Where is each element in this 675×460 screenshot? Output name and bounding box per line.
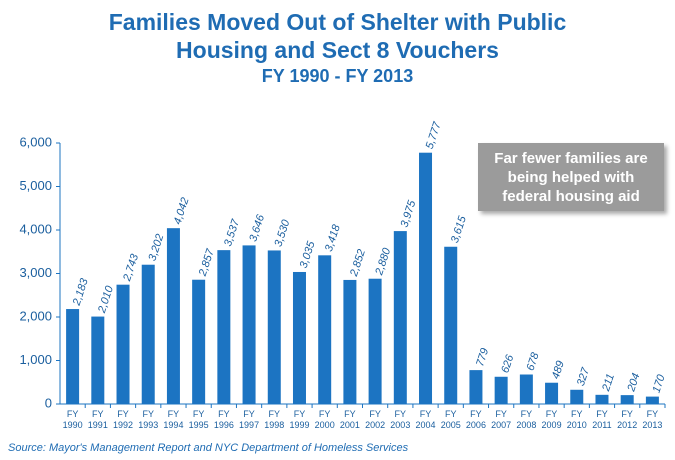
x-tick-label: FY 2010 [566,409,587,430]
bar [343,279,357,404]
x-tick-label: FY 2013 [642,409,663,430]
bar [444,246,458,404]
value-label: 2,852 [348,248,368,279]
x-tick-label: FY 1994 [163,409,184,430]
value-label: 4,042 [172,196,192,226]
value-label: 3,530 [272,218,292,249]
bar [217,250,231,404]
value-label: 779 [474,347,491,368]
bar [419,152,433,404]
x-tick-label: FY 1993 [138,409,159,430]
bar [166,228,180,404]
value-label: 211 [600,372,617,393]
y-tick-label: 4,000 [19,221,52,236]
x-tick-label: FY 2005 [440,409,461,430]
bar [519,374,533,404]
bar [292,271,306,404]
annotation: Far fewer families are being helped with… [478,143,664,211]
bar [267,250,281,404]
bar [318,255,332,404]
value-label: 3,202 [146,233,166,263]
chart-subtitle: FY 1990 - FY 2013 [261,66,414,86]
x-tick-label: FY 1998 [264,409,285,430]
x-tick-label: FY 1999 [289,409,310,430]
y-tick-label: 0 [45,395,52,410]
x-tick-label: FY 2012 [617,409,638,430]
bar [116,284,130,404]
y-tick-label: 6,000 [19,134,52,149]
value-label: 2,743 [121,252,142,284]
bar [545,382,559,404]
value-label: 3,975 [399,198,419,229]
value-label: 678 [525,350,542,372]
bar [91,316,105,404]
x-tick-label: FY 1996 [213,409,234,430]
value-label: 3,646 [247,212,267,243]
y-tick-label: 2,000 [19,308,52,323]
value-label: 327 [575,366,592,388]
value-label: 5,777 [424,120,444,151]
source: Source: Mayor's Management Report and NY… [8,442,409,454]
bar [66,309,80,404]
x-tick-label: FY 2006 [465,409,486,430]
y-tick-label: 5,000 [19,178,52,193]
value-label: 2,880 [373,246,394,278]
x-tick-label: FY 2009 [541,409,562,430]
chart-title: Families Moved Out of Shelter with Publi… [108,9,567,63]
x-tick-label: FY 1995 [188,409,209,430]
x-tick-label: FY 1991 [87,409,108,430]
bar [570,389,584,404]
x-tick-label: FY 2003 [390,409,411,430]
x-tick-label: FY 2007 [491,409,512,430]
bar [393,231,407,404]
bar [192,279,206,404]
x-tick-label: FY 2000 [314,409,335,430]
bar [645,396,659,404]
x-tick-label: FY 2011 [592,409,612,430]
y-tick-label: 1,000 [19,352,52,367]
bar [620,395,634,404]
bar [494,376,508,404]
value-label: 2,857 [197,247,218,279]
bar [469,370,483,404]
value-label: 626 [499,353,516,375]
x-tick-label: FY 1997 [239,409,260,430]
value-label: 3,615 [449,214,469,245]
bar [368,278,382,404]
x-tick-label: FY 2001 [339,409,360,430]
value-label: 2,010 [96,284,117,316]
x-tick-label: FY 1990 [62,409,83,430]
x-tick-label: FY 2008 [516,409,537,430]
bar [595,394,609,404]
x-tick-label: FY 2004 [415,409,436,430]
value-label: 489 [550,359,567,380]
value-label: 170 [651,372,668,394]
x-tick-label: FY 2002 [365,409,386,430]
value-label: 3,035 [298,239,318,270]
value-label: 2,183 [70,276,91,308]
value-label: 204 [625,372,642,394]
y-tick-label: 3,000 [19,265,52,280]
value-label: 3,537 [222,217,242,248]
bar [141,264,155,404]
value-label: 3,418 [323,222,343,253]
x-tick-label: FY 1992 [113,409,134,430]
bar [242,245,256,404]
